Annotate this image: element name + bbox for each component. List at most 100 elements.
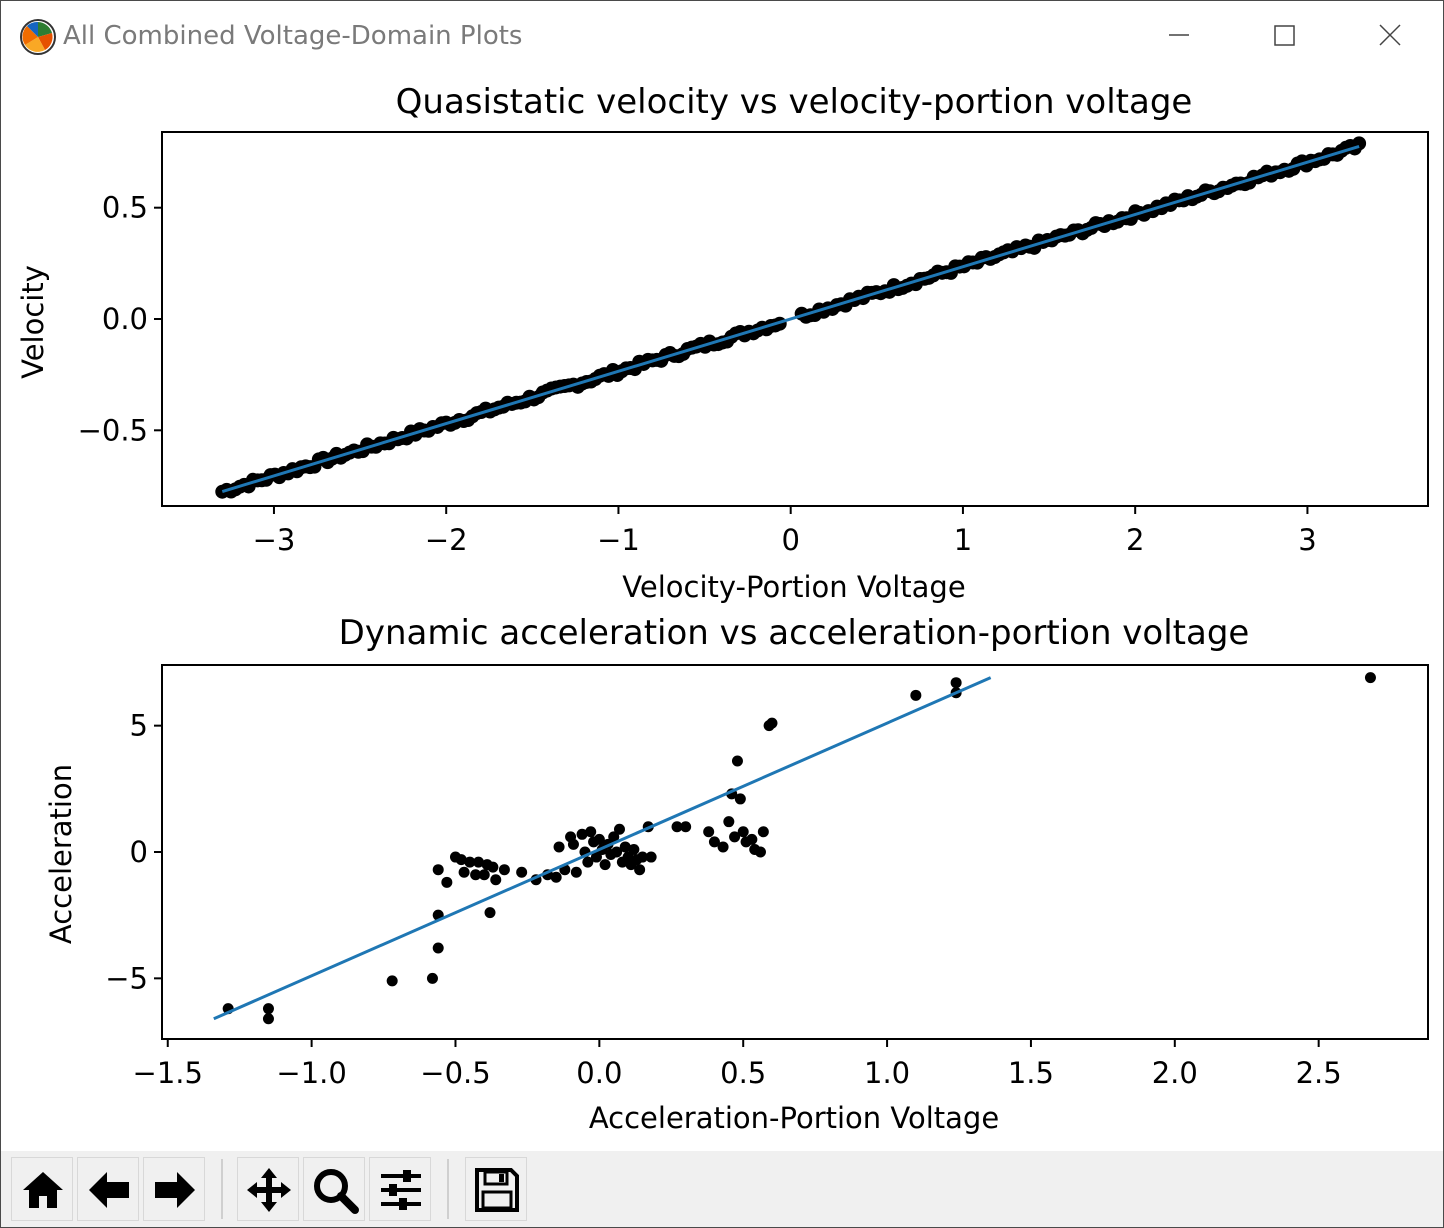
scatter-point [553,841,565,853]
scatter-point [680,821,692,833]
scatter-point [262,1013,274,1025]
back-button[interactable] [77,1157,139,1221]
fit-line [213,676,992,1021]
pan-icon [247,1168,291,1212]
scatter-point [432,942,444,954]
scatter-point [619,841,631,853]
toolbar-separator [447,1159,449,1219]
scatter-point [737,826,749,838]
x-tick-label: 1 [954,523,972,557]
scatter-point [645,851,657,863]
scatter-point [1364,672,1376,684]
scatter-point [734,793,746,805]
back-arrow-icon [89,1172,129,1208]
pan-button[interactable] [237,1157,299,1221]
x-tick-label: 1.5 [1008,1056,1054,1090]
scatter-point [470,869,482,881]
chart-1-title: Quasistatic velocity vs velocity-portion… [396,82,1193,122]
scatter-point [754,846,766,858]
chart-2-xlabel: Acceleration-Portion Voltage [589,1101,999,1135]
chart-2-plot-area[interactable] [213,672,1376,1025]
y-tick-label: 0.0 [102,302,148,336]
save-button[interactable] [465,1157,527,1221]
chart-1-plot-area[interactable] [215,136,1367,499]
zoom-icon [314,1169,359,1214]
figure-canvas[interactable]: Quasistatic velocity vs velocity-portion… [1,71,1443,1151]
scatter-point [637,851,649,863]
scatter-point [634,864,646,876]
scatter-point [731,755,743,767]
scatter-point [628,843,640,855]
chart-1-xlabel: Velocity-Portion Voltage [622,570,965,604]
scatter-point [464,856,476,868]
scatter-point [613,823,625,835]
configure-subplots-icon [381,1170,421,1210]
home-icon [23,1172,63,1208]
y-tick-label: −5 [105,961,148,995]
close-button[interactable] [1339,1,1443,71]
scatter-point [473,856,484,868]
scatter-point [599,859,611,871]
zoom-button[interactable] [303,1157,365,1221]
scatter-point [484,907,496,919]
scatter-point [498,864,510,876]
scatter-point [608,831,620,843]
x-tick-label: 3 [1298,523,1316,557]
title-bar[interactable]: All Combined Voltage-Domain Plots [1,1,1443,71]
chart-1-ticks: −3 −2 −1 0 1 2 3 0.5 0.0 −0.5 [78,191,1317,557]
x-tick-label: 2.0 [1152,1056,1198,1090]
forward-button[interactable] [143,1157,205,1221]
forward-arrow-icon [155,1172,195,1208]
scatter-point [550,871,562,883]
save-icon [475,1168,519,1212]
scatter-point [386,975,398,987]
x-tick-label: 2.5 [1296,1056,1342,1090]
chart-2-title: Dynamic acceleration vs acceleration-por… [339,613,1250,653]
fit-line [221,145,1360,493]
scatter-point [593,833,605,845]
navigation-toolbar [1,1151,1443,1227]
x-tick-label: −1.0 [276,1056,346,1090]
scatter-point [262,1003,274,1015]
scatter-point [910,689,922,701]
minimize-button[interactable] [1127,1,1231,71]
x-tick-label: 1.0 [864,1056,910,1090]
configure-subplots-button[interactable] [369,1157,431,1221]
scatter-point [766,717,778,729]
scatter-point [708,836,720,848]
figure-svg: Quasistatic velocity vs velocity-portion… [16,82,1429,1135]
chart-2-ylabel: Acceleration [44,764,78,944]
scatter-point [671,821,683,833]
scatter-point [746,833,758,845]
scatter-point [426,972,438,984]
scatter-point [487,861,499,873]
minimize-icon [1169,34,1189,36]
maximize-button[interactable] [1233,1,1337,71]
scatter-point [567,838,579,850]
scatter-point [570,866,582,878]
scatter-point [590,851,602,863]
scatter-point [717,841,729,853]
x-tick-label: 0.0 [576,1056,622,1090]
scatter-point [729,831,741,843]
scatter-point [611,846,623,858]
x-tick-label: −1.5 [133,1056,203,1090]
x-tick-label: −1 [597,523,640,557]
window-title: All Combined Voltage-Domain Plots [63,21,523,51]
scatter-point [516,866,528,878]
scatter-point [723,816,735,828]
toolbar-separator [221,1159,223,1219]
scatter-point [576,828,588,840]
scatter-point [458,866,470,878]
scatter-point [455,854,467,866]
scatter-point [582,856,594,868]
y-tick-label: 0.5 [102,191,148,225]
maximize-icon [1274,25,1295,46]
x-tick-label: 2 [1126,523,1144,557]
chart-1-ylabel: Velocity [16,265,50,379]
x-tick-label: 0 [781,523,799,557]
home-button[interactable] [11,1157,73,1221]
y-tick-label: 5 [130,709,148,743]
x-tick-label: −2 [425,523,468,557]
